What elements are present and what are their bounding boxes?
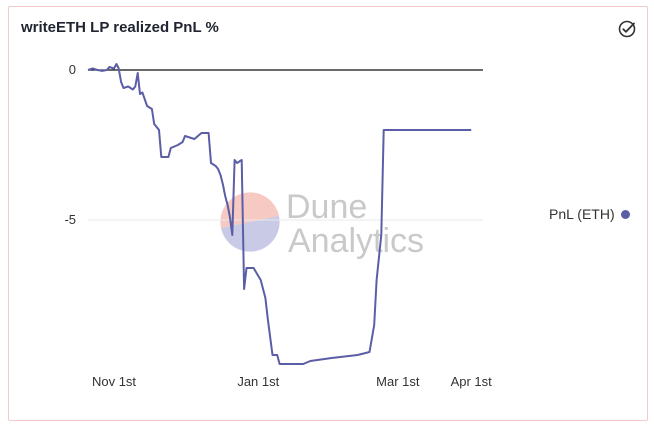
legend-label: PnL (ETH)	[549, 206, 615, 222]
x-tick-label: Jan 1st	[237, 374, 279, 389]
watermark-text-analytics: Analytics	[288, 222, 424, 260]
y-tick-label: -5	[64, 212, 76, 227]
watermark-logo-top	[220, 192, 279, 228]
x-tick-label: Apr 1st	[451, 374, 493, 389]
x-tick-label: Nov 1st	[92, 374, 136, 389]
dune-analytics-watermark: Dune Analytics	[220, 188, 424, 260]
legend-swatch	[620, 209, 630, 219]
gridlines	[88, 69, 483, 221]
y-axis: 0 -5	[64, 62, 76, 227]
chart-card: writeETH LP realized PnL % PnL (ETH)	[8, 6, 648, 421]
chart-title: writeETH LP realized PnL %	[21, 19, 219, 36]
x-tick-label: Mar 1st	[376, 374, 420, 389]
watermark-logo-bottom	[221, 216, 280, 252]
check-circle-icon[interactable]	[617, 19, 637, 39]
x-axis: Nov 1st Jan 1st Mar 1st Apr 1st	[92, 374, 492, 389]
series-line-pnl-eth[interactable]	[87, 63, 472, 365]
legend[interactable]: PnL (ETH)	[549, 206, 630, 222]
y-tick-label: 0	[69, 62, 76, 77]
